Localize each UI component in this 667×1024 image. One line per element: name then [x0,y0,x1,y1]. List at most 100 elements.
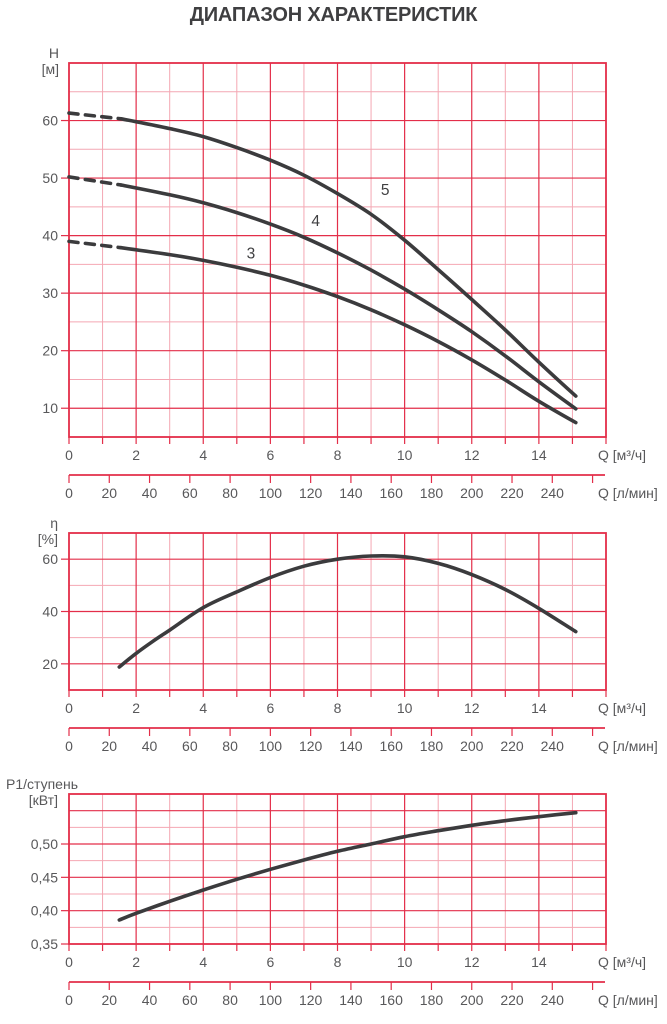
y-tick-label: 0,50 [31,836,58,852]
x2-tick-label: 200 [460,485,484,501]
x-tick-label: 14 [531,700,547,716]
y-axis-unit: [м] [42,61,59,77]
x2-tick-label: 200 [460,992,484,1008]
x-tick-label: 14 [531,447,547,463]
x2-tick-label: 220 [500,485,524,501]
y-tick-label: 30 [42,285,58,301]
x2-tick-label: 140 [339,485,363,501]
y-tick-label: 40 [42,228,58,244]
curve-label-4: 4 [311,213,320,230]
x2-tick-label: 120 [299,738,323,754]
x2-tick-label: 60 [182,485,198,501]
x-tick-label: 8 [334,447,342,463]
y-axis-unit: [кВт] [29,792,58,808]
curve-path [117,810,578,922]
x-tick-label: 4 [199,954,207,970]
y-axis-name: P1/ступень [6,776,78,792]
x-axis-unit-label: Q [м³/ч] [598,954,646,970]
x-tick-label: 4 [199,447,207,463]
power-x-axis: 0 2 4 6 8 10 12 14 Q [м³/ч] [65,944,646,970]
x-tick-label: 10 [397,954,413,970]
x2-tick-label: 120 [299,485,323,501]
efficiency-y-axis: 20 40 60 η[%] [38,515,69,672]
x2-tick-label: 140 [339,992,363,1008]
efficiency-curve-1 [117,553,578,669]
x2-axis-unit-label: Q [л/мин] [598,738,658,754]
x2-tick-label: 240 [541,992,565,1008]
curve-label-5: 5 [381,182,390,199]
curve-path [119,183,578,411]
x-tick-label: 14 [531,954,547,970]
x2-axis-unit-label: Q [л/мин] [598,485,658,501]
curve-dashed-segment [67,239,123,250]
curve-path [117,553,578,669]
x2-tick-label: 100 [259,738,283,754]
x2-tick-label: 40 [142,992,158,1008]
y-tick-label: 40 [42,604,58,620]
x2-tick-label: 140 [339,738,363,754]
y-axis-unit: [%] [38,531,58,547]
x-tick-label: 0 [65,700,73,716]
x-tick-label: 0 [65,447,73,463]
curve-dashed-segment [67,111,123,121]
x-tick-label: 12 [464,700,480,716]
x2-tick-label: 200 [460,738,484,754]
y-axis-name: η [50,515,58,531]
x-tick-label: 10 [397,447,413,463]
x2-tick-label: 60 [182,738,198,754]
y-tick-label: 50 [42,170,58,186]
y-tick-label: 20 [42,343,58,359]
curve-path [119,245,578,425]
head-x-axis: 0 2 4 6 8 10 12 14 Q [м³/ч] [65,437,646,463]
x-axis-unit-label: Q [м³/ч] [598,700,646,716]
head-secondary-x-axis: 0 20 40 60 80 100 120 140 160 180 200 220 240 Q [л/ми… [65,474,658,501]
x2-tick-label: 80 [222,992,238,1008]
x2-tick-label: 20 [101,992,117,1008]
y-tick-label: 0,35 [31,936,58,952]
x2-tick-label: 40 [142,738,158,754]
x2-tick-label: 240 [541,485,565,501]
head-grid-major [69,63,606,437]
x-tick-label: 8 [334,700,342,716]
x-tick-label: 4 [199,700,207,716]
y-tick-label: 0,45 [31,869,58,885]
power-secondary-x-axis: 0 20 40 60 80 100 120 140 160 180 200 220 240 Q [л/ми… [65,981,658,1008]
x-tick-label: 8 [334,954,342,970]
y-tick-label: 10 [42,400,58,416]
x2-tick-label: 220 [500,992,524,1008]
power-curve-1 [117,810,578,922]
x2-tick-label: 40 [142,485,158,501]
x2-tick-label: 20 [101,485,117,501]
x2-tick-label: 180 [420,992,444,1008]
x-tick-label: 12 [464,954,480,970]
power-y-axis: 0,35 0,40 0,45 0,50 P1/ступень[кВт] [6,776,78,952]
x-tick-label: 2 [132,447,140,463]
efficiency-grid-major [69,533,606,690]
x2-tick-label: 60 [182,992,198,1008]
x-tick-label: 2 [132,954,140,970]
efficiency-chart: 0 2 4 6 8 10 12 14 Q [м³/ч] 20 40 60 η[%] 0 20 40 60 80 10… [38,515,658,754]
x2-tick-label: 120 [299,992,323,1008]
x-axis-unit-label: Q [м³/ч] [598,447,646,463]
x-tick-label: 0 [65,954,73,970]
y-axis-name: H [49,45,59,61]
y-tick-label: 60 [42,113,58,129]
head-curve-2 [67,175,578,411]
x2-tick-label: 180 [420,485,444,501]
page-title: ДИАПАЗОН ХАРАКТЕРИСТИК [189,4,478,26]
x2-tick-label: 240 [541,738,565,754]
curve-dashed-segment [67,175,123,187]
x-tick-label: 6 [266,700,274,716]
x2-tick-label: 100 [259,485,283,501]
x-tick-label: 6 [266,954,274,970]
head-y-axis: 10 20 30 40 50 60 H[м] [42,45,69,416]
x2-tick-label: 160 [380,738,404,754]
x2-tick-label: 80 [222,738,238,754]
efficiency-secondary-x-axis: 0 20 40 60 80 100 120 140 160 180 200 220 240 Q [л/ми… [65,727,658,754]
x2-tick-label: 100 [259,992,283,1008]
curve-path [119,117,578,398]
x2-tick-label: 160 [380,992,404,1008]
x2-tick-label: 0 [65,738,73,754]
